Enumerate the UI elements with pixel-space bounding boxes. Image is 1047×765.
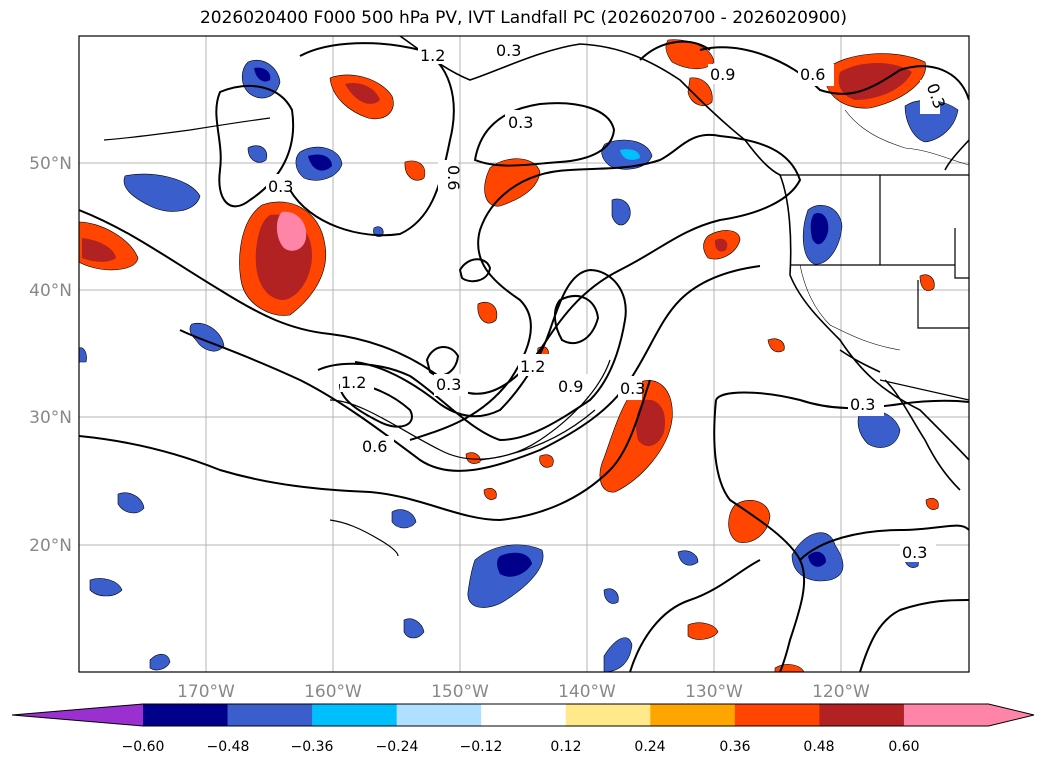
contour-label: 1.2 [340,370,374,392]
colorbar-segment [481,704,567,726]
colorbar-segment [565,704,651,726]
svg-text:1.2: 1.2 [341,373,366,392]
colorbar-tick-label: −0.12 [460,739,503,755]
pv-contours [79,40,969,672]
map-title: 2026020400 F000 500 hPa PV, IVT Landfall… [199,8,847,28]
colorbar-outline [11,703,1035,727]
lon-tick-label: 160°W [304,682,362,702]
lon-tick-label: 120°W [812,682,870,702]
colorbar-tick-label: 0.36 [719,739,750,755]
contour-labels: 1.2 0.3 0.6 0.3 0.9 0.6 0.3 1.2 0.3 1.2 … [266,40,949,562]
state-borders [799,109,969,351]
colorbar-segment [312,704,398,726]
colorbar-segment [650,704,736,726]
colorbar-segment [734,704,820,726]
contour-label: 0.3 [266,174,293,196]
svg-text:0.3: 0.3 [508,113,533,132]
latitude-tick-labels: 50°N 40°N 30°N 20°N [29,154,72,556]
contour-label: 0.9 [708,64,740,84]
contour-label: 0.6 [360,436,394,458]
colorbar-tick-label: 0.60 [888,739,919,755]
svg-text:0.3: 0.3 [850,395,875,414]
colorbar-segment [143,704,229,726]
colorbar-extend-low [12,704,143,726]
contour-label: 1.2 [518,354,550,376]
contour-label: 0.3 [848,394,884,416]
colorbar-segment [903,704,989,726]
longitude-tick-labels: 170°W 160°W 150°W 140°W 130°W 120°W [177,682,870,702]
colorbar-tick-label: −0.24 [376,739,419,755]
lat-tick-label: 40°N [29,281,72,301]
colorbar-tick-label: 0.12 [550,739,581,755]
lon-tick-label: 130°W [685,682,743,702]
svg-text:0.3: 0.3 [436,375,461,394]
svg-text:0.3: 0.3 [620,379,645,398]
lat-tick-label: 30°N [29,408,72,428]
svg-text:0.3: 0.3 [496,41,521,60]
aleutian-islands [103,117,399,557]
contour-label: 0.3 [494,40,521,60]
svg-text:0.6: 0.6 [800,65,825,84]
pv-contours-thin [329,359,611,461]
colorbar-tick-label: 0.48 [803,739,834,755]
contour-label: 0.9 [556,374,588,396]
svg-text:0.3: 0.3 [902,543,927,562]
contour-label: 0.3 [505,110,541,132]
lat-tick-label: 50°N [29,154,72,174]
contour-label: 0.3 [618,376,645,400]
colorbar-tick-label: 0.24 [634,739,665,755]
colorbar-segment [227,704,313,726]
contour-label: 1.2 [418,44,450,65]
pv-negative-anomalies [79,60,959,672]
svg-text:1.2: 1.2 [520,357,545,376]
contour-label: 0.6 [798,64,834,86]
svg-text:0.9: 0.9 [710,65,735,84]
svg-text:0.6: 0.6 [362,437,387,456]
pv-positive-anomalies [79,39,939,672]
svg-text:0.9: 0.9 [558,377,583,396]
lon-tick-label: 150°W [431,682,489,702]
svg-text:0.6: 0.6 [444,165,463,190]
colorbar-extend-high [988,704,1034,726]
lat-tick-label: 20°N [29,536,72,556]
colorbar-segment [396,704,482,726]
lon-tick-label: 170°W [177,682,235,702]
colorbar [11,703,1035,727]
svg-text:0.3: 0.3 [268,177,293,196]
colorbar-tick-label: −0.36 [291,739,334,755]
svg-text:1.2: 1.2 [420,46,445,65]
contour-label: 0.6 [438,160,463,190]
map-border [78,35,970,673]
lon-tick-label: 140°W [558,682,616,702]
colorbar-tick-label: −0.48 [207,739,250,755]
colorbar-segment [819,704,905,726]
coastlines [399,36,969,491]
colorbar-tick-labels: −0.60 −0.48 −0.36 −0.24 −0.12 0.12 0.24 … [122,739,920,755]
colorbar-tick-label: −0.60 [122,739,165,755]
political-borders [780,174,969,401]
contour-label: 0.3 [900,540,936,562]
contour-label: 0.3 [434,374,468,396]
